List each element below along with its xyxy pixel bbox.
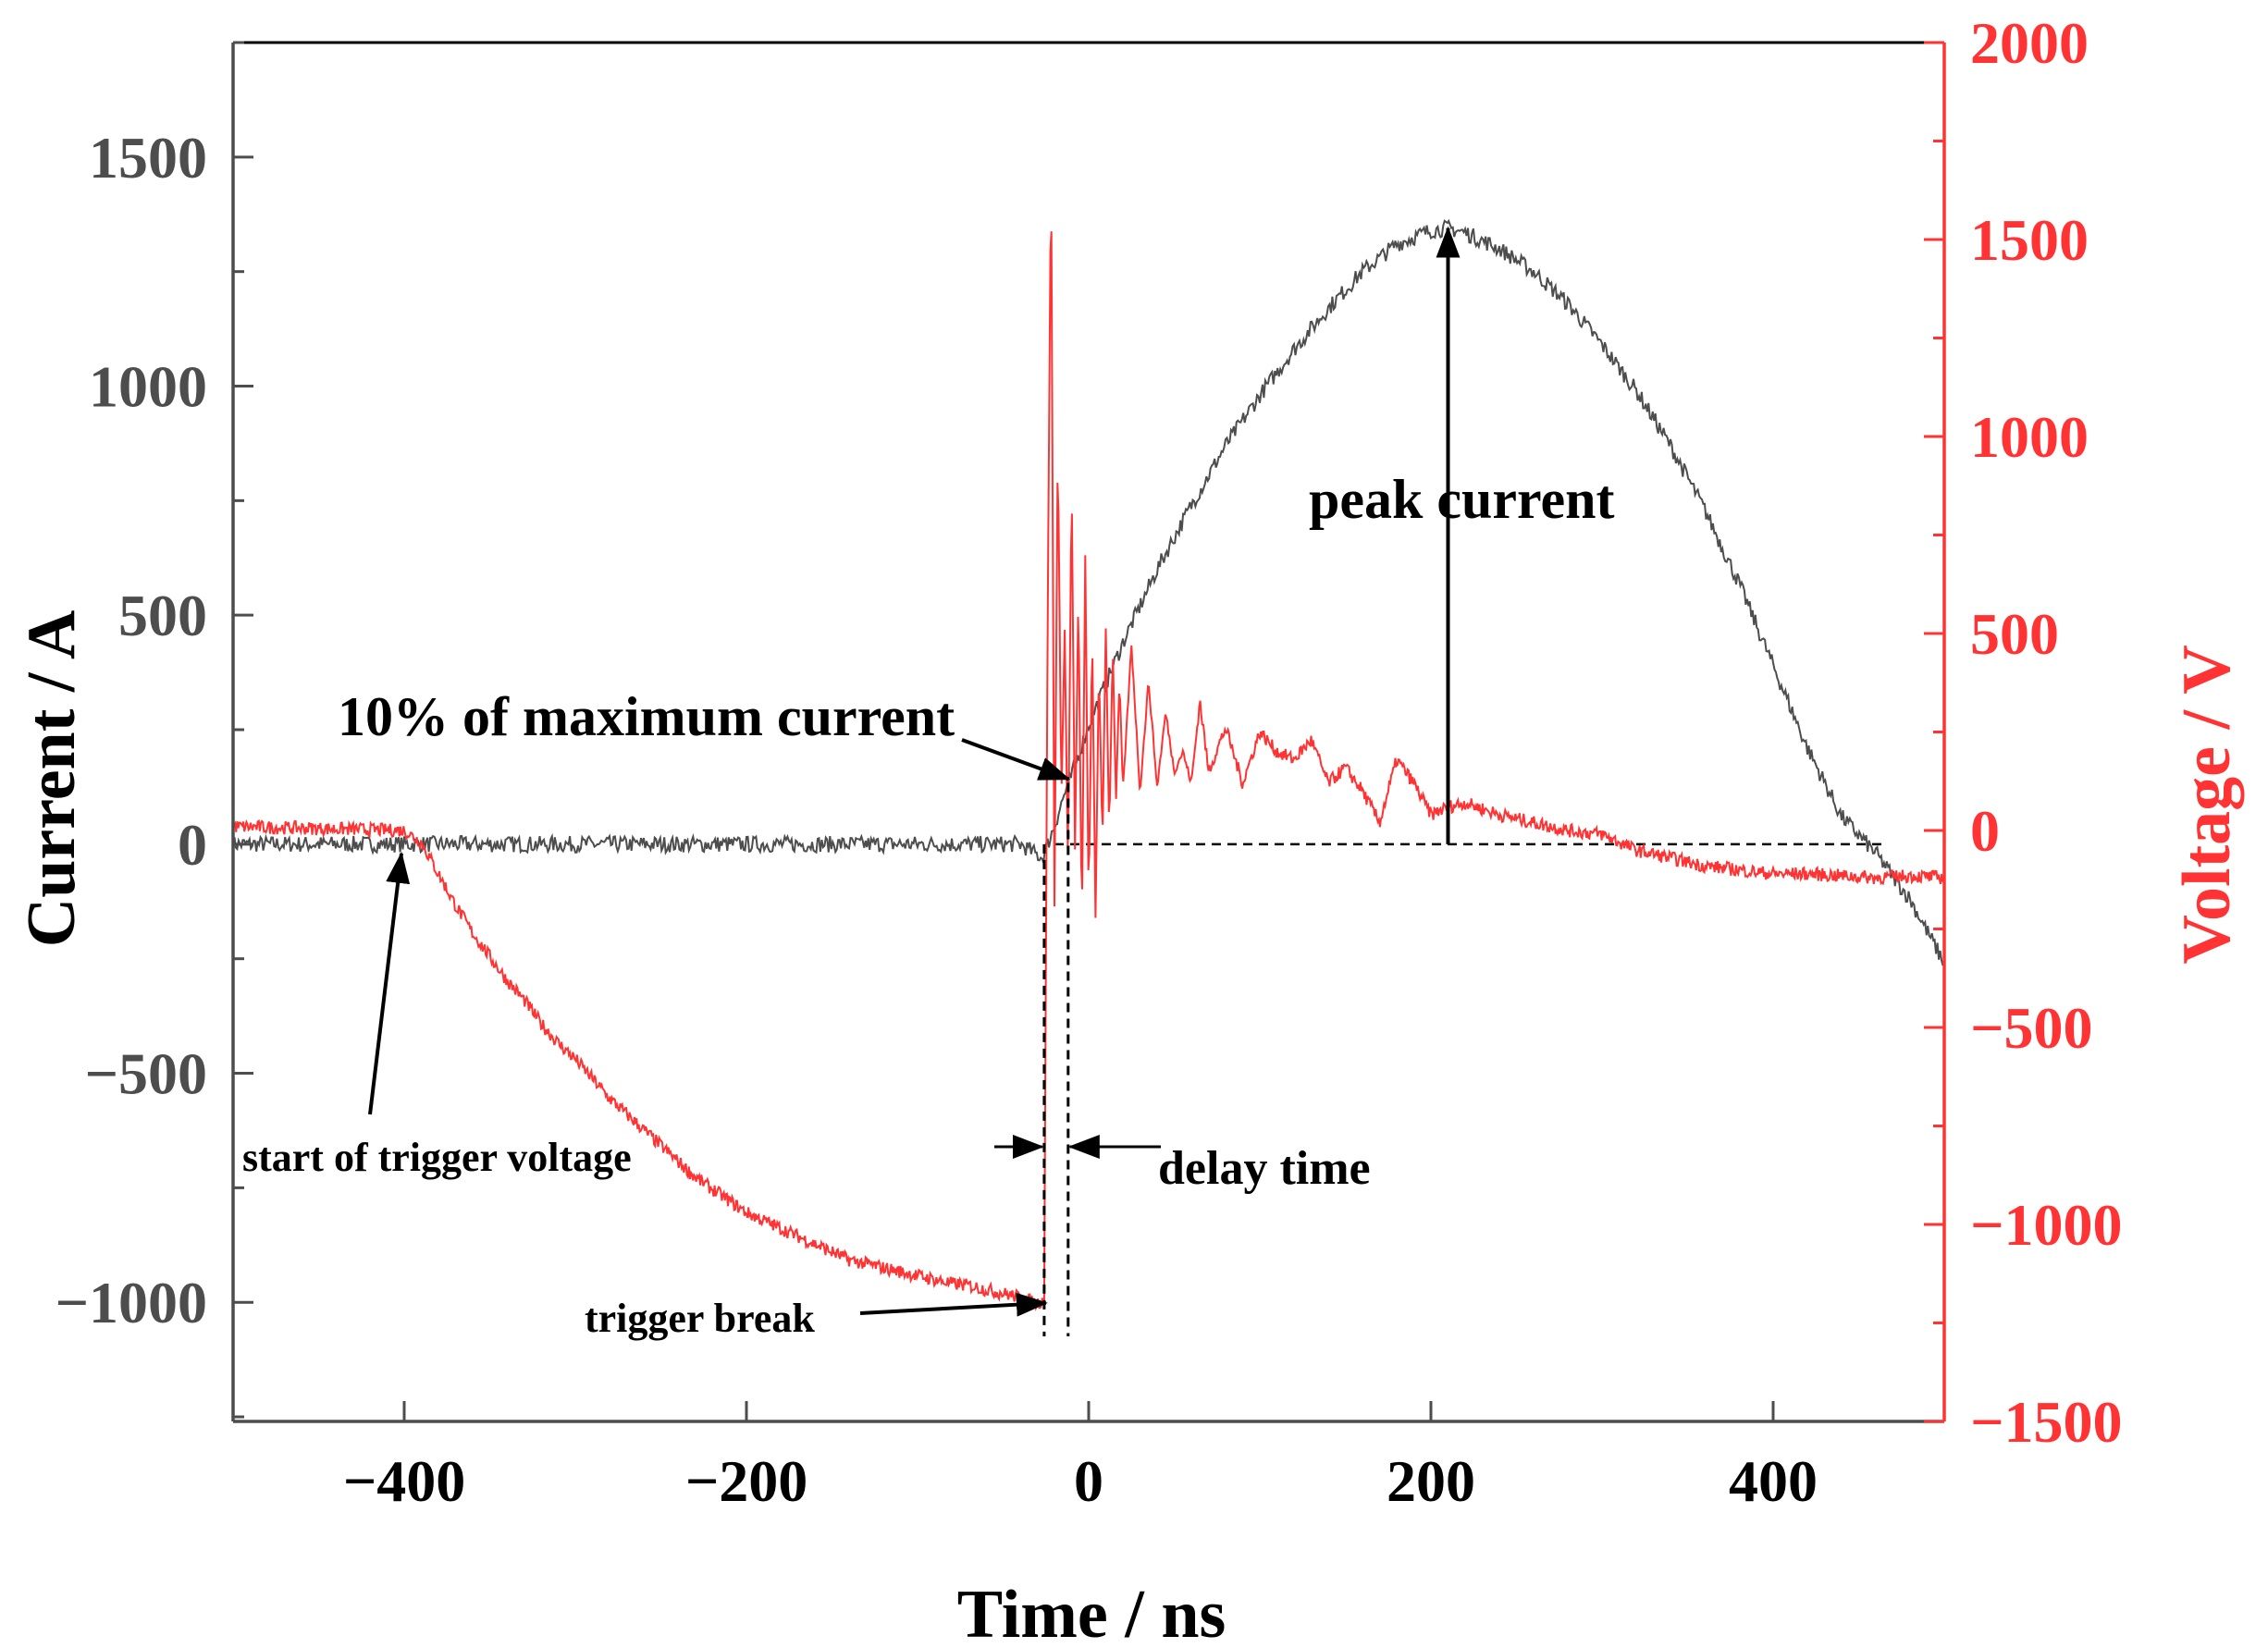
left-tick-label: −500 xyxy=(85,1041,207,1107)
annotation-ten-percent: 10% of maximum current xyxy=(338,686,955,747)
series-current-line xyxy=(233,218,1944,966)
trigger-break-arrow xyxy=(859,1292,1048,1317)
x-tick-label: 400 xyxy=(1729,1448,1818,1514)
right-tick-label: −1000 xyxy=(1970,1192,2122,1258)
annotation-peak-current: peak current xyxy=(1309,469,1615,530)
right-tick-label: −1500 xyxy=(1970,1389,2122,1455)
right-tick-label: 2000 xyxy=(1970,10,2089,76)
ten-percent-arrow xyxy=(961,738,1071,781)
start-trigger-arrow xyxy=(368,851,411,1115)
right-tick-label: 0 xyxy=(1970,798,2000,864)
right-tick-label: 500 xyxy=(1970,601,2059,667)
annotation-trigger-break: trigger break xyxy=(585,1296,815,1341)
left-tick-label: 0 xyxy=(178,812,207,878)
right-tick-label: 1500 xyxy=(1970,207,2089,273)
plot-area xyxy=(233,218,1944,1336)
annotation-delay-time: delay time xyxy=(1158,1142,1371,1195)
x-tick-label: 200 xyxy=(1387,1448,1475,1514)
y-axis-title-left: Current / A xyxy=(14,610,90,948)
left-tick-label: 500 xyxy=(118,583,207,648)
left-tick-label: −1000 xyxy=(55,1270,207,1335)
axes: −400 −200 0 200 400 −1000 −500 0 500 1000 1500 −150… xyxy=(55,10,2123,1514)
right-tick-label: −500 xyxy=(1970,995,2092,1061)
y-axis-title-right: Voltage / V xyxy=(2169,645,2245,964)
x-tick-label: 0 xyxy=(1074,1448,1103,1514)
right-tick-label: 1000 xyxy=(1970,404,2089,470)
x-axis-title: Time / ns xyxy=(957,1577,1226,1648)
series-voltage-line xyxy=(233,231,1944,1312)
annotation-start-trigger: start of trigger voltage xyxy=(242,1135,632,1180)
x-tick-label: −400 xyxy=(343,1448,465,1514)
left-tick-label: 1500 xyxy=(89,125,207,191)
left-tick-label: 1000 xyxy=(89,354,207,420)
x-tick-label: −200 xyxy=(685,1448,807,1514)
